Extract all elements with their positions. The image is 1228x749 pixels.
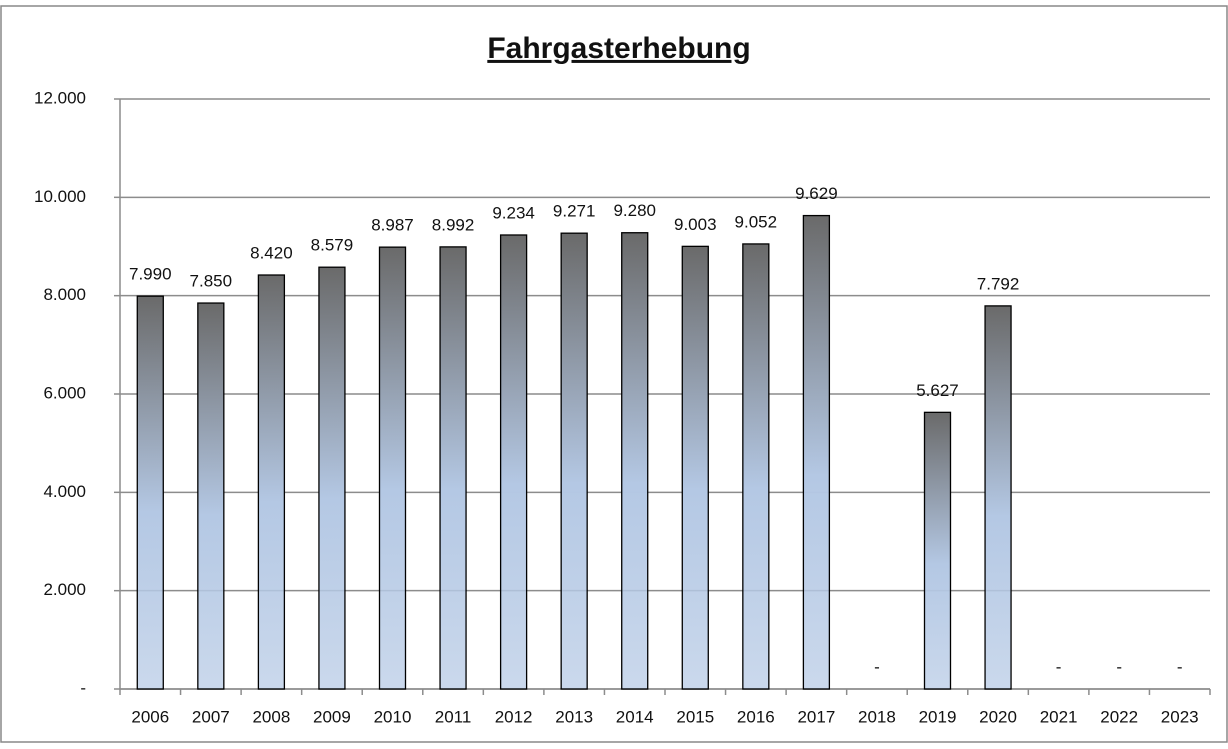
bar [257, 274, 286, 690]
x-tick-label: 2012 [495, 707, 533, 726]
bar [318, 266, 346, 690]
data-label: 9.271 [553, 202, 596, 221]
y-tick-label: 8.000 [43, 285, 86, 304]
data-label: 7.792 [977, 274, 1020, 293]
chart-title: Fahrgasterhebung [487, 32, 750, 65]
x-tick-label: 2010 [374, 707, 412, 726]
x-tick-label: 2009 [313, 707, 351, 726]
data-label: 9.280 [613, 201, 656, 220]
x-tick-label: 2011 [435, 707, 472, 726]
x-tick-label: 2007 [192, 707, 230, 726]
bar [378, 246, 407, 690]
bar [439, 246, 467, 690]
y-tick-label: 4.000 [43, 482, 86, 501]
x-tick-label: 2006 [131, 707, 169, 726]
bar [621, 232, 649, 690]
data-label: 8.987 [371, 216, 414, 235]
data-label: 8.992 [432, 215, 475, 234]
data-label: 9.003 [674, 215, 717, 234]
bar [681, 245, 709, 690]
x-tick-label: 2021 [1040, 707, 1078, 726]
x-tick-label: 2020 [979, 707, 1017, 726]
x-tick-label: 2014 [616, 707, 654, 726]
bar [923, 411, 952, 690]
y-tick-label: 6.000 [43, 383, 86, 402]
x-tick-label: 2022 [1100, 707, 1138, 726]
data-label: - [1116, 657, 1122, 676]
data-label: 9.052 [735, 212, 778, 231]
data-label: 9.629 [795, 184, 838, 203]
bar [560, 232, 588, 690]
x-tick-label: 2013 [555, 707, 593, 726]
bar [742, 243, 770, 690]
x-tick-label: 2018 [858, 707, 896, 726]
bar [197, 302, 225, 690]
data-label: - [1056, 657, 1062, 676]
x-tick-label: 2015 [676, 707, 714, 726]
y-tick-label: 10.000 [34, 187, 86, 206]
x-tick-label: 2008 [252, 707, 290, 726]
x-tick-label: 2017 [797, 707, 835, 726]
data-label: 8.579 [311, 236, 354, 255]
data-label: - [874, 657, 880, 676]
data-label: 7.990 [129, 265, 172, 284]
data-label: - [1177, 657, 1183, 676]
data-label: 9.234 [492, 203, 535, 222]
x-tick-label: 2023 [1161, 707, 1199, 726]
chart-frame [0, 5, 1228, 743]
data-label: 5.627 [916, 381, 959, 400]
y-tick-label: 12.000 [34, 88, 86, 107]
bar [802, 214, 831, 690]
y-tick-label: 2.000 [43, 580, 86, 599]
x-tick-label: 2016 [737, 707, 775, 726]
bar [499, 234, 528, 690]
bar [984, 305, 1012, 690]
y-tick-label: - [80, 678, 86, 697]
x-tick-label: 2019 [919, 707, 957, 726]
data-label: 7.850 [190, 272, 233, 291]
data-label: 8.420 [250, 244, 293, 263]
bar [136, 295, 164, 690]
